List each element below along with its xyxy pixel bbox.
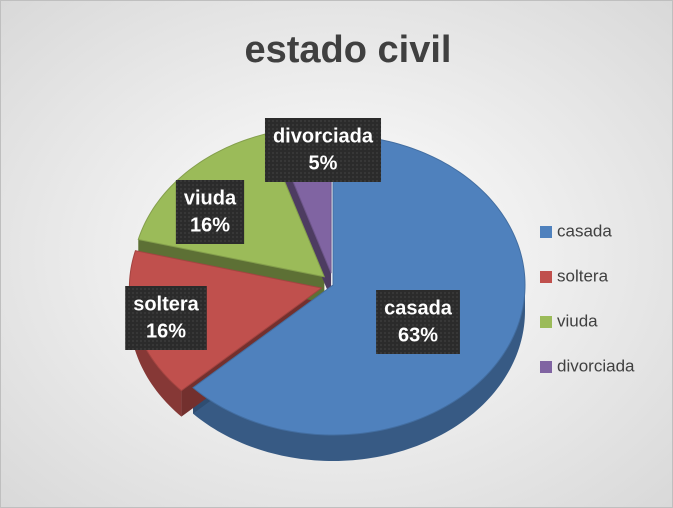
legend-swatch bbox=[540, 226, 552, 238]
data-label-value: 16% bbox=[146, 320, 186, 342]
legend-swatch bbox=[540, 316, 552, 328]
slice-side bbox=[193, 285, 525, 461]
data-label-box bbox=[376, 290, 460, 354]
data-label-box bbox=[175, 180, 245, 244]
legend-label: divorciada bbox=[557, 356, 635, 375]
data-label: viuda 16% bbox=[175, 180, 245, 244]
slice bbox=[192, 134, 526, 436]
data-label: casada 63% bbox=[376, 290, 460, 354]
data-label-value: 63% bbox=[398, 324, 438, 346]
legend-label: casada bbox=[557, 221, 612, 240]
legend-label: viuda bbox=[557, 311, 598, 330]
data-label-category: divorciada bbox=[273, 125, 374, 147]
legend-swatch bbox=[540, 361, 552, 373]
data-label-value: 16% bbox=[190, 214, 230, 236]
legend-swatch bbox=[540, 271, 552, 283]
data-label-box bbox=[264, 118, 382, 182]
data-label-category: casada bbox=[384, 297, 453, 319]
slice-side bbox=[129, 287, 182, 417]
data-label-category: viuda bbox=[184, 187, 237, 209]
data-label-box bbox=[125, 286, 207, 350]
data-label: soltera 16% bbox=[125, 286, 207, 350]
legend-label: soltera bbox=[557, 266, 609, 285]
data-label: divorciada 5% bbox=[264, 118, 382, 182]
data-label-category: soltera bbox=[133, 293, 199, 315]
chart-title: estado civil bbox=[245, 29, 452, 71]
data-label-value: 5% bbox=[309, 152, 338, 174]
